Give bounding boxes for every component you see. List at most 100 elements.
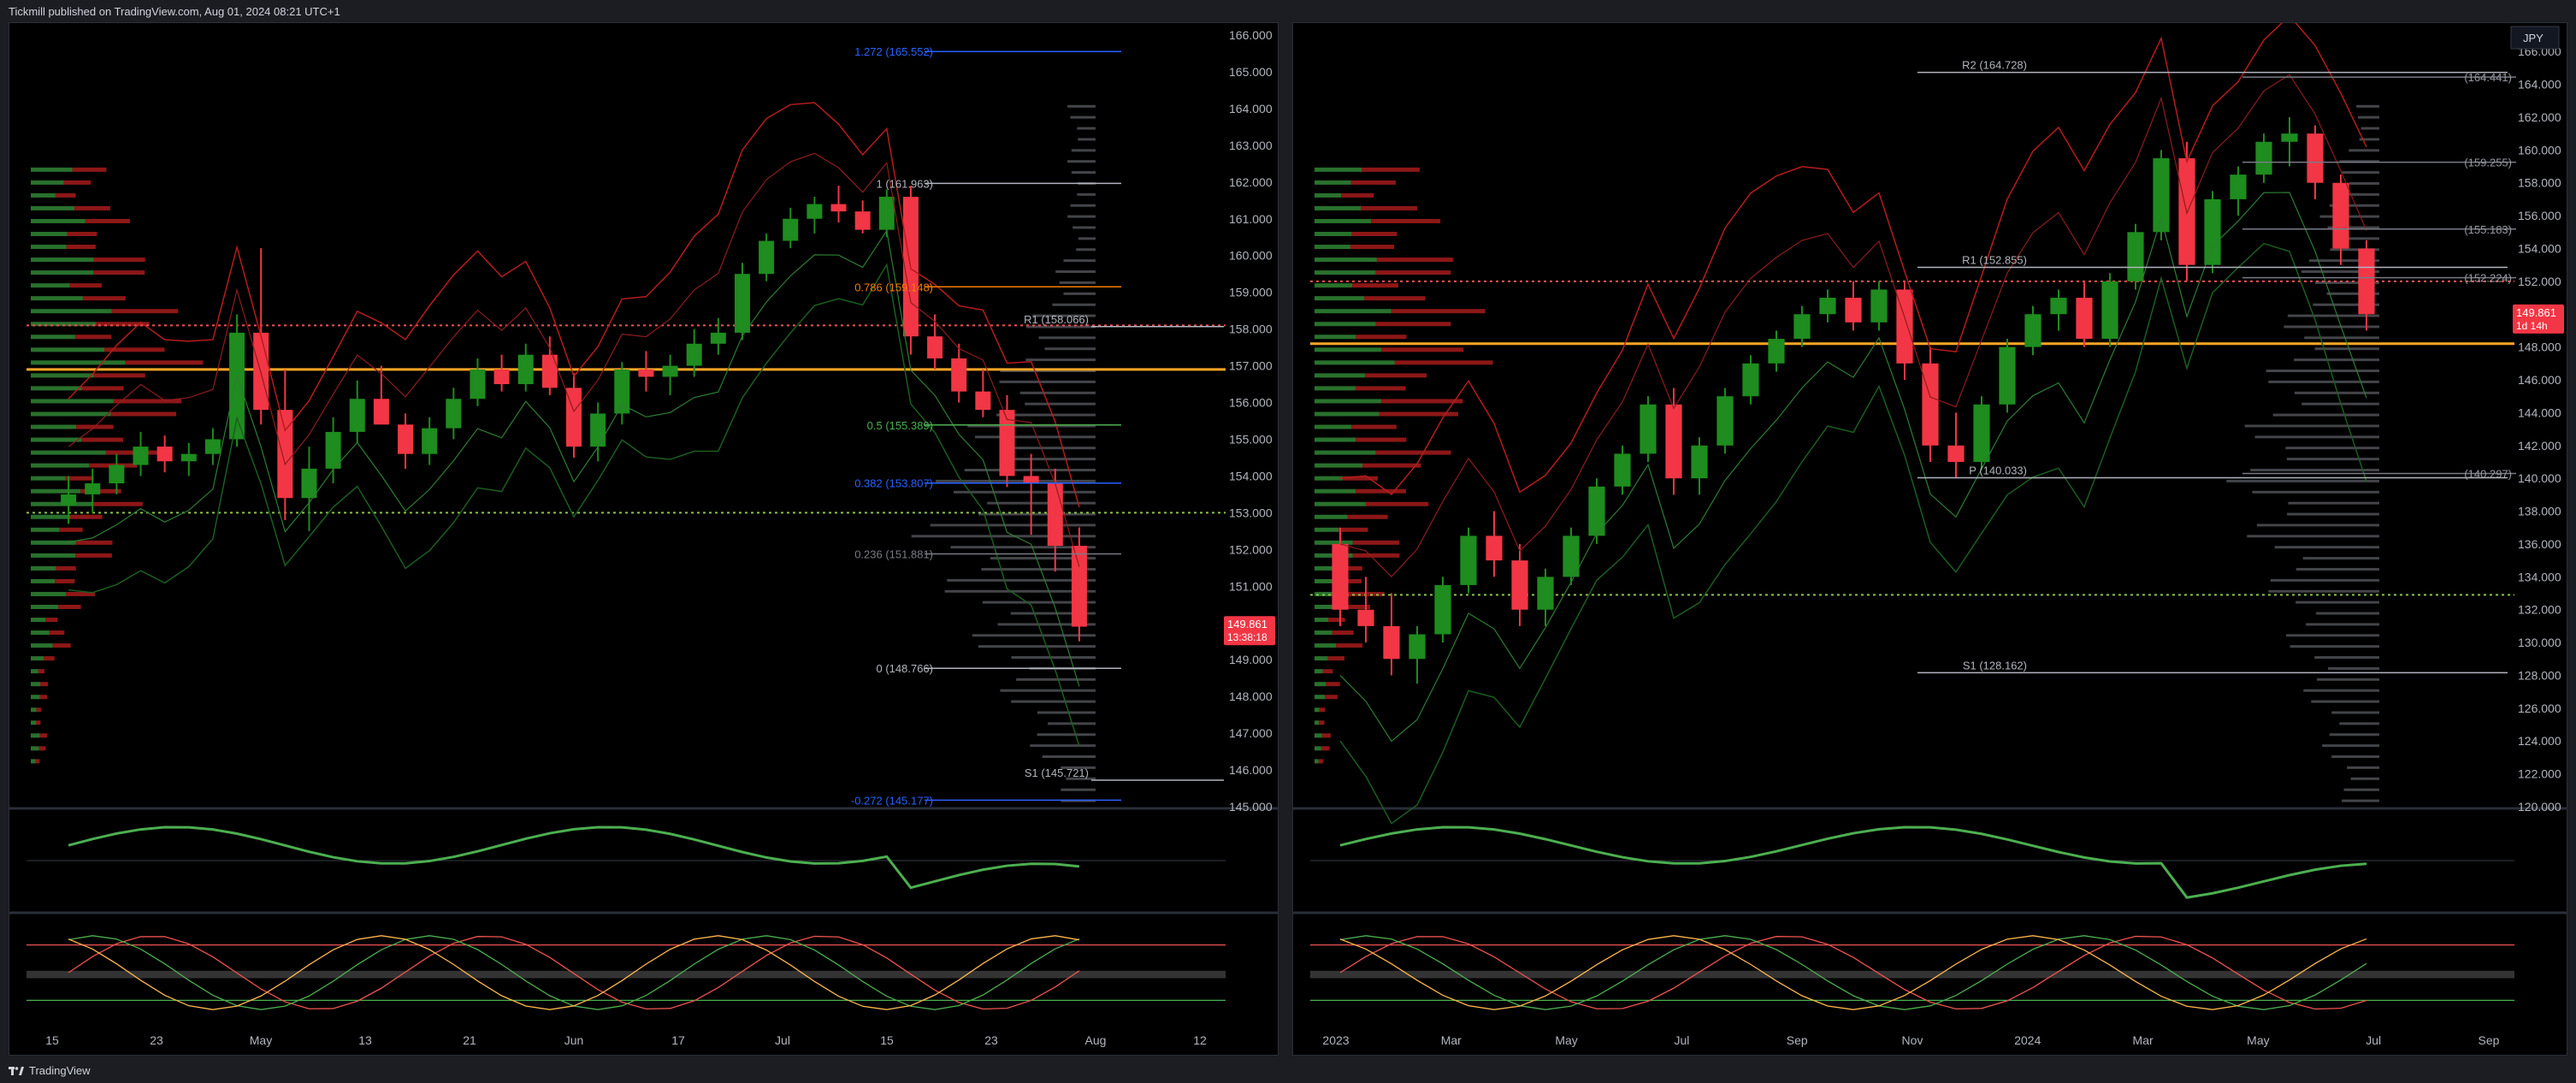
session-volume-bar [964,468,1096,471]
candle-body [133,447,149,465]
candle-body [951,358,967,392]
session-volume-bar [2342,171,2379,175]
volume-profile-bar [31,411,111,417]
session-volume-bar [1000,689,1096,692]
volume-profile-bar [31,669,38,674]
session-volume-bar [987,501,1096,505]
volume-profile-bar [1318,759,1324,764]
tradingview-logo-icon [9,1066,24,1075]
volume-profile-bar [1315,720,1320,725]
fib-level-label: 0.786 (159.148) [854,281,933,293]
volume-profile-bar [1315,733,1322,738]
price-axis-label: 148.000 [1229,689,1273,703]
session-volume-bar [1070,115,1096,119]
volume-profile-bar [1315,476,1344,481]
candle-body [2127,232,2144,281]
session-volume-bar [2308,259,2379,263]
momentum-line [68,826,1080,890]
session-volume-bar [2316,612,2379,615]
candle-body [2281,133,2298,142]
time-axis-label: May [1555,1033,1577,1047]
time-axis-label: 23 [150,1033,163,1047]
time-axis-label: 2024 [2014,1033,2041,1047]
candle-body [1071,546,1087,627]
publisher-bar: Tickmill published on TradingView.com, A… [0,0,2576,22]
session-volume-bar [2301,270,2379,274]
volume-profile-bar [1315,618,1329,623]
session-volume-bar [2284,325,2379,328]
volume-profile-bar [31,180,64,185]
volume-profile-bar [31,578,56,583]
volume-profile-bar [74,205,110,210]
fib-level-label: 0.382 (153.807) [854,477,933,490]
momentum-line [1339,826,2367,899]
brand-label: TradingView [29,1064,91,1077]
volume-profile-bar [1315,669,1323,674]
volume-profile-bar [45,618,58,623]
last-price-value: 149.861 [1227,618,1267,630]
volume-profile-bar [1341,192,1374,198]
candle-body [1973,404,1990,462]
session-volume-bar [2247,535,2379,538]
session-volume-bar [2295,567,2379,571]
bollinger-band [1339,242,2367,825]
candle-body [830,204,847,212]
volume-profile-bar [1347,514,1388,519]
session-volume-bar [2252,490,2379,494]
volume-profile-bar [1315,180,1351,185]
session-volume-bar [1037,711,1096,714]
price-axis-label: 158.000 [1229,323,1273,336]
volume-profile-bar [1391,309,1486,314]
volume-profile-bar [31,682,40,687]
price-axis-label: 120.000 [2518,800,2561,814]
volume-profile-bar [75,553,112,558]
time-axis-label: Nov [1902,1033,1923,1047]
volume-profile-bar [31,656,44,661]
right-chart-panel[interactable]: (164.441) (159.255) (155.183) (152.224) (140… [1292,15,2567,1056]
candle-body [1614,453,1631,487]
time-axis-label: Jul [1674,1033,1689,1047]
candle-body [1870,289,1888,323]
time-axis-label: 15 [880,1033,894,1047]
right-chart-svg[interactable]: (164.441) (159.255) (155.183) (152.224) (140… [1293,15,2567,1055]
price-axis-label: 154.000 [2518,241,2561,255]
left-chart-svg[interactable]: 1.272 (165.552) 1 (161.963) 0.786 (159.148… [9,23,1278,1055]
volume-profile-bar [39,695,48,700]
price-axis-label: 134.000 [2518,570,2561,583]
volume-profile-bar [44,656,55,661]
volume-profile-bar [1315,245,1350,250]
session-volume-bar [1000,370,1096,373]
volume-profile-bar [1315,322,1376,327]
volume-profile-bar [31,334,75,340]
session-volume-bar [2311,700,2379,703]
session-volume-bar [1037,733,1096,737]
session-volume-bar [954,490,1096,494]
volume-profile-bar [1315,334,1356,340]
volume-profile-bar [1315,527,1339,532]
price-axis-label: 164.000 [2518,78,2561,92]
session-volume-bar [2322,744,2379,748]
session-volume-bar [2360,127,2379,130]
candle-body [2255,141,2272,175]
footer-bar: TradingView [0,1059,2576,1083]
volume-profile-bar [31,309,112,314]
price-axis-label: 163.000 [1229,139,1273,152]
price-axis-label: 165.000 [1229,65,1273,79]
volume-profile-bar [1315,488,1356,494]
volume-profile-bar [31,759,36,764]
currency-badge[interactable] [2510,26,2560,50]
fib-level-label: (140.297) [2464,467,2512,480]
volume-profile-bar [1352,540,1400,545]
volume-profile-bar [31,618,46,623]
left-chart-panel[interactable]: 1.272 (165.552) 1 (161.963) 0.786 (159.148… [9,22,1279,1056]
fib-level-label: 1.272 (165.552) [854,45,933,58]
candle-body [1845,298,1862,323]
tradingview-brand[interactable]: TradingView [9,1064,91,1077]
fib-level-label: -0.272 (145.177) [851,794,933,807]
volume-profile-bar [31,463,90,468]
volume-profile-bar [1315,424,1352,429]
volume-profile-bar [1315,746,1321,751]
session-volume-bar [2347,766,2379,769]
price-axis-label: 146.000 [1229,763,1273,777]
price-axis-label: 156.000 [2518,209,2561,222]
